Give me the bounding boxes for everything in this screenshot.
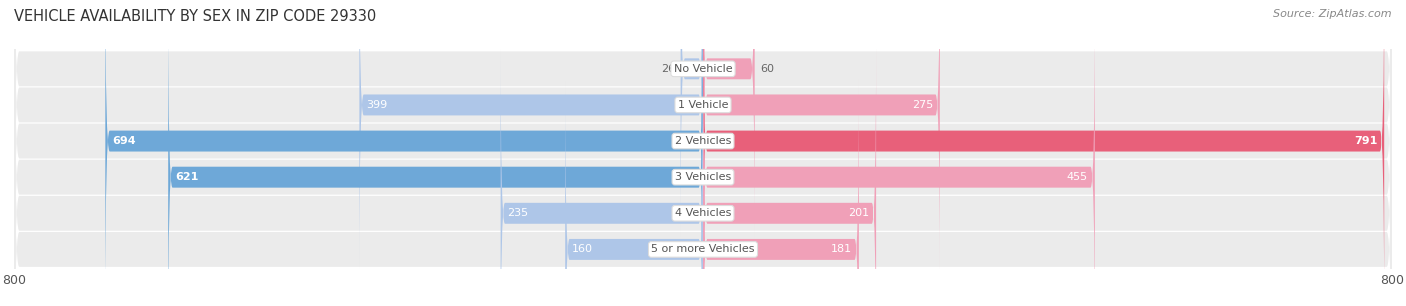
Text: 201: 201: [848, 208, 869, 218]
Text: Source: ZipAtlas.com: Source: ZipAtlas.com: [1274, 9, 1392, 19]
FancyBboxPatch shape: [14, 0, 1392, 268]
FancyBboxPatch shape: [501, 43, 703, 306]
Text: 694: 694: [112, 136, 136, 146]
FancyBboxPatch shape: [105, 0, 703, 306]
Text: 455: 455: [1067, 172, 1088, 182]
FancyBboxPatch shape: [14, 14, 1392, 306]
Text: 791: 791: [1354, 136, 1378, 146]
Text: 399: 399: [367, 100, 388, 110]
FancyBboxPatch shape: [14, 0, 1392, 306]
Text: 3 Vehicles: 3 Vehicles: [675, 172, 731, 182]
FancyBboxPatch shape: [565, 79, 703, 306]
Text: 235: 235: [508, 208, 529, 218]
FancyBboxPatch shape: [681, 0, 703, 239]
FancyBboxPatch shape: [703, 79, 859, 306]
FancyBboxPatch shape: [14, 0, 1392, 306]
Text: 181: 181: [831, 244, 852, 254]
Text: 2 Vehicles: 2 Vehicles: [675, 136, 731, 146]
Text: 160: 160: [572, 244, 593, 254]
FancyBboxPatch shape: [703, 7, 1095, 306]
Text: No Vehicle: No Vehicle: [673, 64, 733, 74]
FancyBboxPatch shape: [14, 50, 1392, 306]
FancyBboxPatch shape: [703, 0, 755, 239]
FancyBboxPatch shape: [703, 0, 1384, 306]
Text: 26: 26: [661, 64, 675, 74]
Text: 60: 60: [759, 64, 773, 74]
Text: VEHICLE AVAILABILITY BY SEX IN ZIP CODE 29330: VEHICLE AVAILABILITY BY SEX IN ZIP CODE …: [14, 9, 377, 24]
FancyBboxPatch shape: [360, 0, 703, 275]
FancyBboxPatch shape: [169, 7, 703, 306]
FancyBboxPatch shape: [703, 43, 876, 306]
Text: 1 Vehicle: 1 Vehicle: [678, 100, 728, 110]
Text: 275: 275: [911, 100, 934, 110]
FancyBboxPatch shape: [14, 0, 1392, 304]
Text: 5 or more Vehicles: 5 or more Vehicles: [651, 244, 755, 254]
Text: 621: 621: [176, 172, 198, 182]
Text: 4 Vehicles: 4 Vehicles: [675, 208, 731, 218]
FancyBboxPatch shape: [703, 0, 939, 275]
